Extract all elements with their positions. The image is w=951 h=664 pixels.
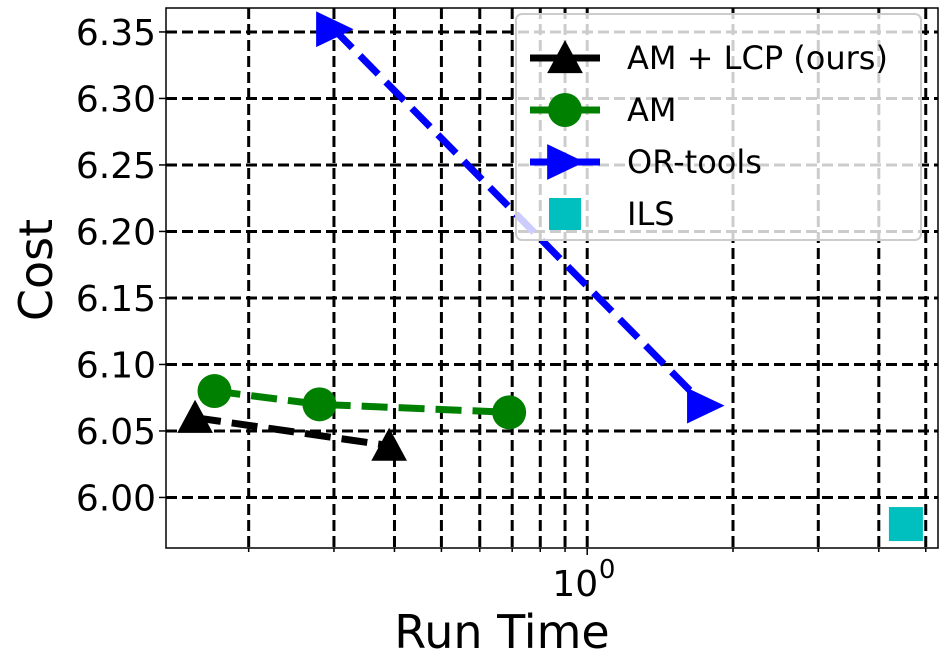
- data-point: [197, 374, 232, 409]
- series-am: [197, 374, 527, 430]
- y-tick-label: 6.15: [76, 279, 156, 320]
- y-tick-label: 6.00: [76, 478, 156, 519]
- x-tick-label-base: 10: [552, 564, 598, 605]
- y-tick-label: 6.10: [76, 345, 156, 386]
- y-tick-label: 6.35: [76, 13, 156, 54]
- series-ils: [888, 507, 923, 542]
- y-tick-label: 6.05: [76, 412, 156, 453]
- plot-frame: [165, 7, 939, 549]
- legend-box: [515, 13, 922, 241]
- data-point: [177, 399, 213, 433]
- legend-entry: ILS: [549, 195, 675, 233]
- y-axis-title: Cost: [9, 219, 63, 321]
- y-tick-label: 6.25: [76, 146, 156, 187]
- legend-entry: AM: [530, 91, 677, 129]
- x-axis-title: Run Time: [394, 605, 609, 659]
- y-tick-label: 6.30: [76, 79, 156, 120]
- legend-marker: [547, 144, 585, 180]
- data-point: [687, 387, 725, 424]
- legend-label: OR-tools: [627, 143, 762, 181]
- legend-marker: [549, 198, 581, 230]
- data-point: [302, 387, 337, 422]
- data-point: [492, 395, 527, 430]
- series-am-lcp-ours: [177, 399, 407, 461]
- series-line: [194, 414, 390, 450]
- legend-label: AM: [627, 91, 677, 129]
- x-tick-label-exponent: 0: [599, 555, 616, 585]
- data-point: [316, 11, 354, 48]
- legend-entry: OR-tools: [530, 143, 762, 181]
- legend-label: AM + LCP (ours): [627, 39, 888, 77]
- legend-marker: [548, 93, 582, 127]
- series-line: [214, 387, 510, 416]
- data-point: [371, 427, 407, 461]
- y-tick-label: 6.20: [76, 212, 156, 253]
- legend-label: ILS: [627, 195, 675, 233]
- x-tick-label: 10 0: [552, 555, 615, 605]
- legend-marker: [547, 40, 583, 74]
- data-point: [888, 507, 923, 542]
- legend-entry: AM + LCP (ours): [530, 39, 888, 77]
- legend: AM + LCP (ours) AM OR-tools ILS: [515, 13, 922, 241]
